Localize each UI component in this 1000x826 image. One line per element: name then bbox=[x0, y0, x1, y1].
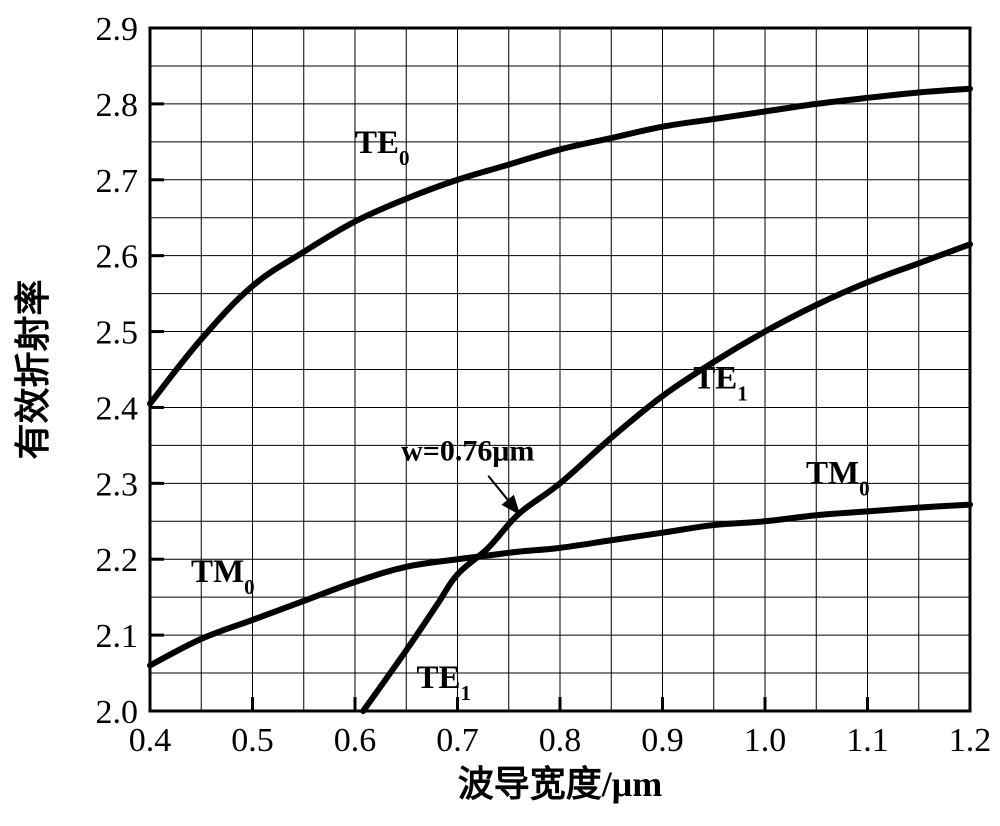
y-tick-label: 2.4 bbox=[96, 390, 139, 427]
y-tick-label: 2.2 bbox=[96, 542, 139, 579]
y-tick-label: 2.1 bbox=[96, 618, 139, 655]
y-tick-label: 2.5 bbox=[96, 314, 139, 351]
chart-container: 0.40.50.60.70.80.91.01.11.22.02.12.22.32… bbox=[0, 0, 1000, 826]
y-axis-label: 有效折射率 bbox=[13, 279, 53, 459]
x-tick-label: 0.5 bbox=[231, 722, 274, 759]
x-tick-label: 1.1 bbox=[846, 722, 889, 759]
x-tick-label: 0.9 bbox=[641, 722, 684, 759]
x-tick-label: 0.8 bbox=[539, 722, 582, 759]
x-tick-label: 1.2 bbox=[949, 722, 992, 759]
y-tick-label: 2.6 bbox=[96, 238, 139, 275]
x-tick-label: 0.7 bbox=[436, 722, 479, 759]
y-tick-label: 2.3 bbox=[96, 466, 139, 503]
line-chart: 0.40.50.60.70.80.91.01.11.22.02.12.22.32… bbox=[0, 0, 1000, 821]
x-tick-label: 1.0 bbox=[744, 722, 787, 759]
y-tick-label: 2.8 bbox=[96, 86, 139, 123]
x-axis-label: 波导宽度/μm bbox=[458, 763, 662, 804]
y-tick-label: 2.7 bbox=[96, 162, 139, 199]
annotation-text: w=0.76μm bbox=[401, 434, 534, 467]
y-tick-label: 2.9 bbox=[96, 11, 139, 48]
x-tick-label: 0.6 bbox=[334, 722, 377, 759]
y-tick-label: 2.0 bbox=[96, 694, 139, 731]
